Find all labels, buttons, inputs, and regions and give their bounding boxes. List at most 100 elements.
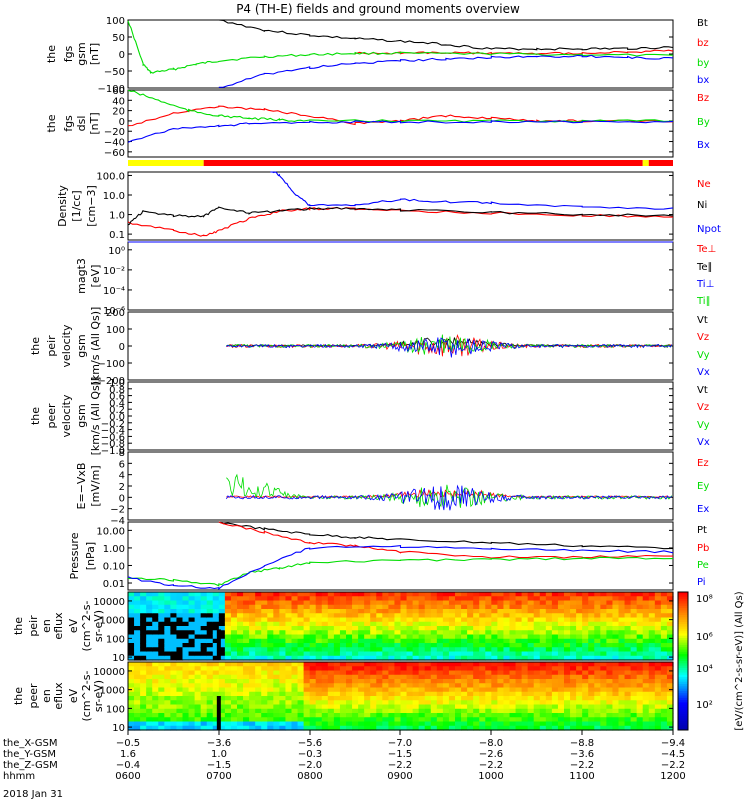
heatmap-cell [442, 683, 450, 689]
heatmap-cell [612, 647, 620, 653]
heatmap-cell [618, 634, 626, 640]
heatmap-cell [400, 713, 408, 718]
heatmap-cell [485, 683, 492, 689]
heatmap-cell [333, 721, 341, 727]
heatmap-cell [339, 704, 347, 710]
heatmap-cell [642, 721, 650, 727]
heatmap-cell [497, 638, 505, 644]
heatmap-cell [140, 592, 147, 597]
heatmap-cell [188, 655, 196, 661]
heatmap-cell [467, 596, 474, 602]
heatmap-cell [333, 617, 341, 623]
heatmap-cell [479, 725, 486, 731]
heatmap-cell [606, 600, 614, 606]
heatmap-cell [188, 696, 196, 701]
heatmap-cell [521, 655, 529, 661]
heatmap-cell [564, 621, 571, 627]
heatmap-cell [600, 592, 607, 597]
heatmap-cell [297, 696, 305, 701]
heatmap-cell [243, 613, 250, 619]
heatmap-cell [600, 687, 607, 693]
heatmap-cell [273, 691, 280, 697]
heatmap-cell [364, 617, 371, 623]
heatmap-cell [152, 725, 159, 731]
heatmap-cell [576, 687, 583, 693]
heatmap-cell [291, 713, 299, 718]
heatmap-cell [564, 708, 571, 714]
heatmap-cell [418, 634, 426, 640]
heatmap-cell [152, 662, 159, 667]
heatmap-cell [333, 638, 341, 644]
heatmap-cell [291, 666, 299, 672]
heatmap-cell [588, 600, 595, 606]
heatmap-cell [406, 655, 414, 661]
heatmap-cell [491, 679, 498, 684]
heatmap-cell [315, 647, 323, 653]
heatmap-cell [321, 708, 329, 714]
heatmap-cell [128, 655, 135, 661]
heatmap-cell [545, 670, 553, 676]
heatmap-cell [442, 604, 450, 610]
heatmap-cell [521, 687, 529, 693]
heatmap-cell [557, 600, 565, 606]
heatmap-cell [285, 621, 293, 627]
heatmap-cell [648, 604, 656, 610]
heatmap-cell [533, 655, 541, 661]
heatmap-cell [382, 655, 389, 661]
heatmap-cell [285, 609, 293, 614]
heatmap-cell [467, 691, 474, 697]
heatmap-cell [321, 643, 329, 648]
heatmap-cell [479, 630, 486, 636]
heatmap-cell [576, 666, 583, 672]
heatmap-cell [461, 687, 468, 693]
heatmap-cell [624, 647, 632, 653]
heatmap-cell [618, 725, 626, 731]
heatmap-cell [539, 670, 547, 676]
heatmap-cell [140, 634, 147, 640]
heatmap-cell [570, 725, 577, 731]
heatmap-cell [406, 704, 414, 710]
heatmap-cell [618, 679, 626, 684]
heatmap-cell [588, 647, 595, 653]
heatmap-cell [588, 696, 595, 701]
heatmap-cell [346, 662, 353, 667]
colorbar-cell [678, 677, 688, 680]
heatmap-cell [352, 725, 359, 731]
heatmap-cell [315, 700, 323, 706]
heatmap-cell [164, 596, 171, 602]
heatmap-cell [370, 655, 377, 661]
heatmap-cell [551, 708, 559, 714]
heatmap-cell [491, 655, 498, 661]
heatmap-cell [188, 700, 196, 706]
y-axis-label: Pressure [68, 532, 81, 579]
heatmap-cell [461, 683, 468, 689]
region-segment [128, 160, 204, 166]
heatmap-cell [461, 655, 468, 661]
heatmap-cell [261, 708, 268, 714]
heatmap-cell [648, 626, 656, 631]
heatmap-cell [588, 679, 595, 684]
heatmap-cell [388, 634, 396, 640]
heatmap-cell [503, 670, 511, 676]
heatmap-cell [551, 717, 559, 723]
heatmap-cell [557, 643, 565, 648]
y-axis-label: (cm^2-s- [80, 671, 93, 722]
heatmap-cell [176, 617, 184, 623]
heatmap-cell [485, 674, 492, 680]
heatmap-cell [273, 674, 280, 680]
heatmap-cell [515, 634, 523, 640]
heatmap-cell [570, 721, 577, 727]
heatmap-cell [212, 708, 220, 714]
heatmap-cell [509, 651, 517, 657]
heatmap-cell [491, 651, 498, 657]
heatmap-cell [146, 643, 153, 648]
heatmap-cell [261, 647, 268, 653]
heatmap-cell [442, 592, 450, 597]
heatmap-cell [182, 643, 190, 648]
heatmap-cell [352, 596, 359, 602]
heatmap-cell [218, 600, 226, 606]
heatmap-cell [594, 717, 601, 723]
heatmap-cell [297, 638, 305, 644]
heatmap-cell [230, 679, 238, 684]
heatmap-cell [551, 725, 559, 731]
